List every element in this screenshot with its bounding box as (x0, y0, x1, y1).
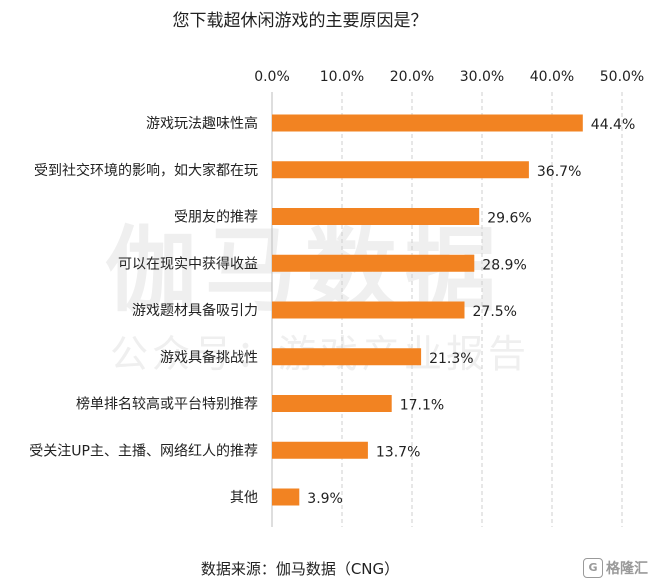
bar (272, 208, 480, 225)
category-label: 其他 (230, 490, 258, 506)
brand-name: 格隆汇 (606, 561, 648, 577)
brand-watermark: G 格隆汇 (583, 558, 648, 578)
category-label: 受朋友的推荐 (174, 210, 258, 226)
data-label: 27.5% (473, 304, 517, 320)
x-tick-label: 30.0% (460, 69, 504, 85)
x-tick-label: 0.0% (254, 69, 290, 85)
data-label: 28.9% (482, 257, 526, 273)
x-tick-label: 40.0% (530, 69, 574, 85)
bar (272, 488, 300, 506)
data-label: 13.7% (376, 444, 420, 460)
data-label: 21.3% (429, 351, 473, 367)
bar (272, 441, 368, 459)
bar (272, 395, 392, 412)
data-label: 44.4% (591, 117, 635, 133)
bar (272, 114, 583, 132)
x-tick-label: 10.0% (320, 69, 364, 85)
category-label: 游戏具备挑战性 (160, 349, 258, 366)
data-label: 36.7% (537, 164, 581, 180)
brand-logo-icon: G (583, 558, 603, 578)
category-label: 可以在现实中获得收益 (118, 255, 258, 272)
category-label: 受关注UP主、主播、网络红人的推荐 (29, 443, 258, 459)
bar (272, 161, 529, 179)
x-tick-label: 50.0% (600, 69, 644, 85)
bar (272, 348, 422, 366)
category-label: 游戏题材具备吸引力 (132, 302, 258, 319)
bar (272, 254, 475, 272)
category-label: 游戏玩法趣味性高 (146, 115, 258, 132)
bar (272, 301, 465, 319)
chart-title: 您下载超休闲游戏的主要原因是？ (172, 11, 428, 31)
category-label: 榜单排名较高或平台特别推荐 (76, 396, 258, 413)
data-label: 3.9% (307, 491, 343, 507)
data-label: 29.6% (487, 211, 531, 227)
category-label: 受到社交环境的影响，如大家都在玩 (34, 162, 258, 179)
x-tick-label: 20.0% (390, 69, 434, 85)
data-label: 17.1% (400, 398, 444, 414)
source-note: 数据来源：伽马数据（CNG） (200, 560, 400, 578)
